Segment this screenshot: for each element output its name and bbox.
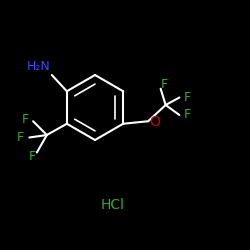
Text: F: F (184, 108, 191, 122)
Text: F: F (17, 131, 24, 144)
Text: F: F (184, 91, 191, 104)
Text: F: F (161, 78, 168, 91)
Text: O: O (150, 116, 160, 130)
Text: F: F (28, 150, 35, 164)
Text: H₂N: H₂N (27, 60, 50, 72)
Text: HCl: HCl (100, 198, 124, 212)
Text: F: F (22, 113, 29, 126)
